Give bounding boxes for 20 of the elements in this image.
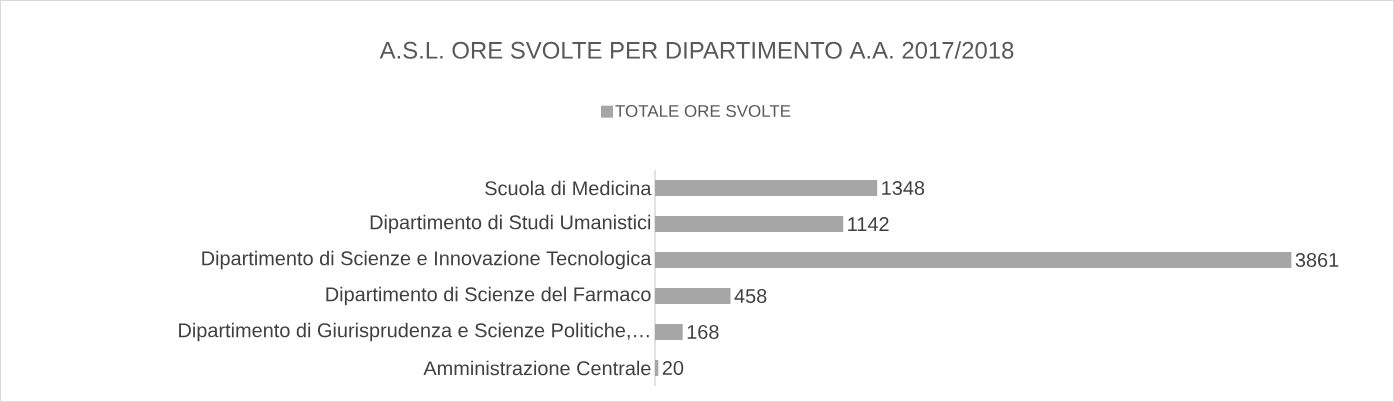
bar (655, 252, 1292, 268)
data-label: 20 (662, 360, 684, 376)
chart-title: A.S.L. ORE SVOLTE PER DIPARTIMENTO A.A. 2017/2018 (379, 41, 1014, 59)
data-label: 1142 (848, 217, 889, 231)
bar (655, 180, 878, 196)
legend-label: TOTALE ORE SVOLTE (615, 105, 791, 118)
y-tick-label: Dipartimento di Scienze del Farmaco (326, 286, 651, 306)
bar (655, 288, 731, 304)
data-label: 1348 (882, 180, 925, 196)
y-tick-label: Scuola di Medicina (485, 180, 652, 196)
bar (655, 324, 683, 340)
bar (655, 360, 659, 376)
bar (655, 216, 844, 232)
data-label: 458 (734, 288, 767, 304)
y-tick-label: Dipartimento di Studi Umanistici (370, 214, 651, 234)
data-label: 3861 (1295, 252, 1339, 268)
y-tick-label: Dipartimento di Scienze e Innovazione Tecnologica (202, 250, 652, 270)
y-tick-label: Amministrazione Centrale (423, 360, 651, 376)
y-tick-label: Dipartimento di Giurisprudenza e Scienze Politiche,… (179, 322, 649, 342)
data-label: 168 (687, 324, 719, 340)
